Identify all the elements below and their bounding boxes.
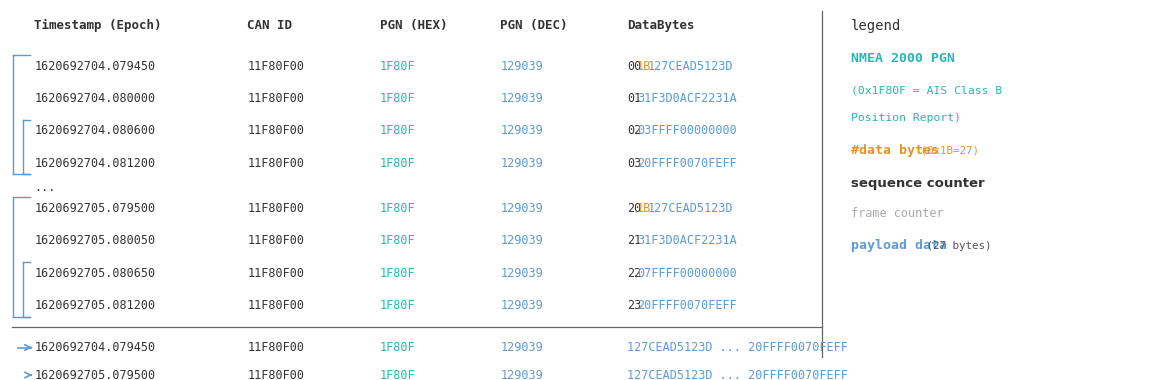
Text: 23: 23	[627, 299, 641, 312]
Text: CAN ID: CAN ID	[247, 19, 292, 32]
Text: 21: 21	[627, 234, 641, 247]
Text: 03: 03	[627, 157, 641, 170]
Text: 1F80F: 1F80F	[380, 92, 415, 105]
Text: 1F80F: 1F80F	[380, 157, 415, 170]
Text: 129039: 129039	[500, 124, 543, 137]
Text: 07FFFF00000000: 07FFFF00000000	[637, 267, 737, 280]
Text: #data bytes: #data bytes	[851, 144, 940, 157]
Text: 1620692705.080050: 1620692705.080050	[34, 234, 155, 247]
Text: 11F80F00: 11F80F00	[247, 124, 305, 137]
Text: PGN (HEX): PGN (HEX)	[380, 19, 447, 32]
Text: 11F80F00: 11F80F00	[247, 341, 305, 354]
Text: 1620692704.081200: 1620692704.081200	[34, 157, 155, 170]
Text: 11F80F00: 11F80F00	[247, 157, 305, 170]
Text: 1B: 1B	[637, 60, 651, 73]
Text: 11F80F00: 11F80F00	[247, 267, 305, 280]
Text: (27 bytes): (27 bytes)	[920, 241, 991, 250]
Text: 11F80F00: 11F80F00	[247, 369, 305, 380]
Text: 127CEAD5123D: 127CEAD5123D	[647, 202, 733, 215]
Text: 129039: 129039	[500, 341, 543, 354]
Text: 129039: 129039	[500, 299, 543, 312]
Text: 11F80F00: 11F80F00	[247, 202, 305, 215]
Text: 1F80F: 1F80F	[380, 369, 415, 380]
Text: 03FFFF00000000: 03FFFF00000000	[637, 124, 737, 137]
Text: 1620692705.079500: 1620692705.079500	[34, 369, 155, 380]
Text: 127CEAD5123D ... 20FFFF0070FEFF: 127CEAD5123D ... 20FFFF0070FEFF	[627, 341, 848, 354]
Text: 20FFFF0070FEFF: 20FFFF0070FEFF	[637, 299, 737, 312]
Text: 1F80F: 1F80F	[380, 267, 415, 280]
Text: 1F80F: 1F80F	[380, 234, 415, 247]
Text: Position Report): Position Report)	[851, 112, 961, 123]
Text: 129039: 129039	[500, 202, 543, 215]
Text: payload data: payload data	[851, 239, 946, 252]
Text: sequence counter: sequence counter	[851, 177, 984, 190]
Text: legend: legend	[851, 19, 902, 33]
Text: 01: 01	[627, 92, 641, 105]
Text: DataBytes: DataBytes	[627, 19, 695, 32]
Text: 1620692704.080600: 1620692704.080600	[34, 124, 155, 137]
Text: 11F80F00: 11F80F00	[247, 92, 305, 105]
Text: 22: 22	[627, 267, 641, 280]
Text: 129039: 129039	[500, 92, 543, 105]
Text: 129039: 129039	[500, 267, 543, 280]
Text: 129039: 129039	[500, 234, 543, 247]
Text: 31F3D0ACF2231A: 31F3D0ACF2231A	[637, 234, 737, 247]
Text: 1B: 1B	[637, 202, 651, 215]
Text: 20: 20	[627, 202, 641, 215]
Text: 1620692704.080000: 1620692704.080000	[34, 92, 155, 105]
Text: 1620692705.081200: 1620692705.081200	[34, 299, 155, 312]
Text: 129039: 129039	[500, 369, 543, 380]
Text: 02: 02	[627, 124, 641, 137]
Text: ...: ...	[34, 181, 56, 194]
Text: 1620692704.079450: 1620692704.079450	[34, 60, 155, 73]
Text: 1F80F: 1F80F	[380, 124, 415, 137]
Text: NMEA 2000 PGN: NMEA 2000 PGN	[851, 52, 954, 65]
Text: 31F3D0ACF2231A: 31F3D0ACF2231A	[637, 92, 737, 105]
Text: 127CEAD5123D: 127CEAD5123D	[647, 60, 733, 73]
Text: 11F80F00: 11F80F00	[247, 60, 305, 73]
Text: 20FFFF0070FEFF: 20FFFF0070FEFF	[637, 157, 737, 170]
Text: 129039: 129039	[500, 60, 543, 73]
Text: 11F80F00: 11F80F00	[247, 299, 305, 312]
Text: 1F80F: 1F80F	[380, 202, 415, 215]
Text: 1620692705.079500: 1620692705.079500	[34, 202, 155, 215]
Text: (0x1B=27): (0x1B=27)	[914, 146, 979, 156]
Text: 1F80F: 1F80F	[380, 299, 415, 312]
Text: 129039: 129039	[500, 157, 543, 170]
Text: 127CEAD5123D ... 20FFFF0070FEFF: 127CEAD5123D ... 20FFFF0070FEFF	[627, 369, 848, 380]
Text: 00: 00	[627, 60, 641, 73]
Text: frame counter: frame counter	[851, 207, 944, 220]
Text: 11F80F00: 11F80F00	[247, 234, 305, 247]
Text: 1F80F: 1F80F	[380, 341, 415, 354]
Text: Timestamp (Epoch): Timestamp (Epoch)	[34, 19, 162, 32]
Text: (0x1F80F = AIS Class B: (0x1F80F = AIS Class B	[851, 85, 1003, 95]
Text: 1F80F: 1F80F	[380, 60, 415, 73]
Text: 1620692705.080650: 1620692705.080650	[34, 267, 155, 280]
Text: 1620692704.079450: 1620692704.079450	[34, 341, 155, 354]
Text: PGN (DEC): PGN (DEC)	[500, 19, 568, 32]
